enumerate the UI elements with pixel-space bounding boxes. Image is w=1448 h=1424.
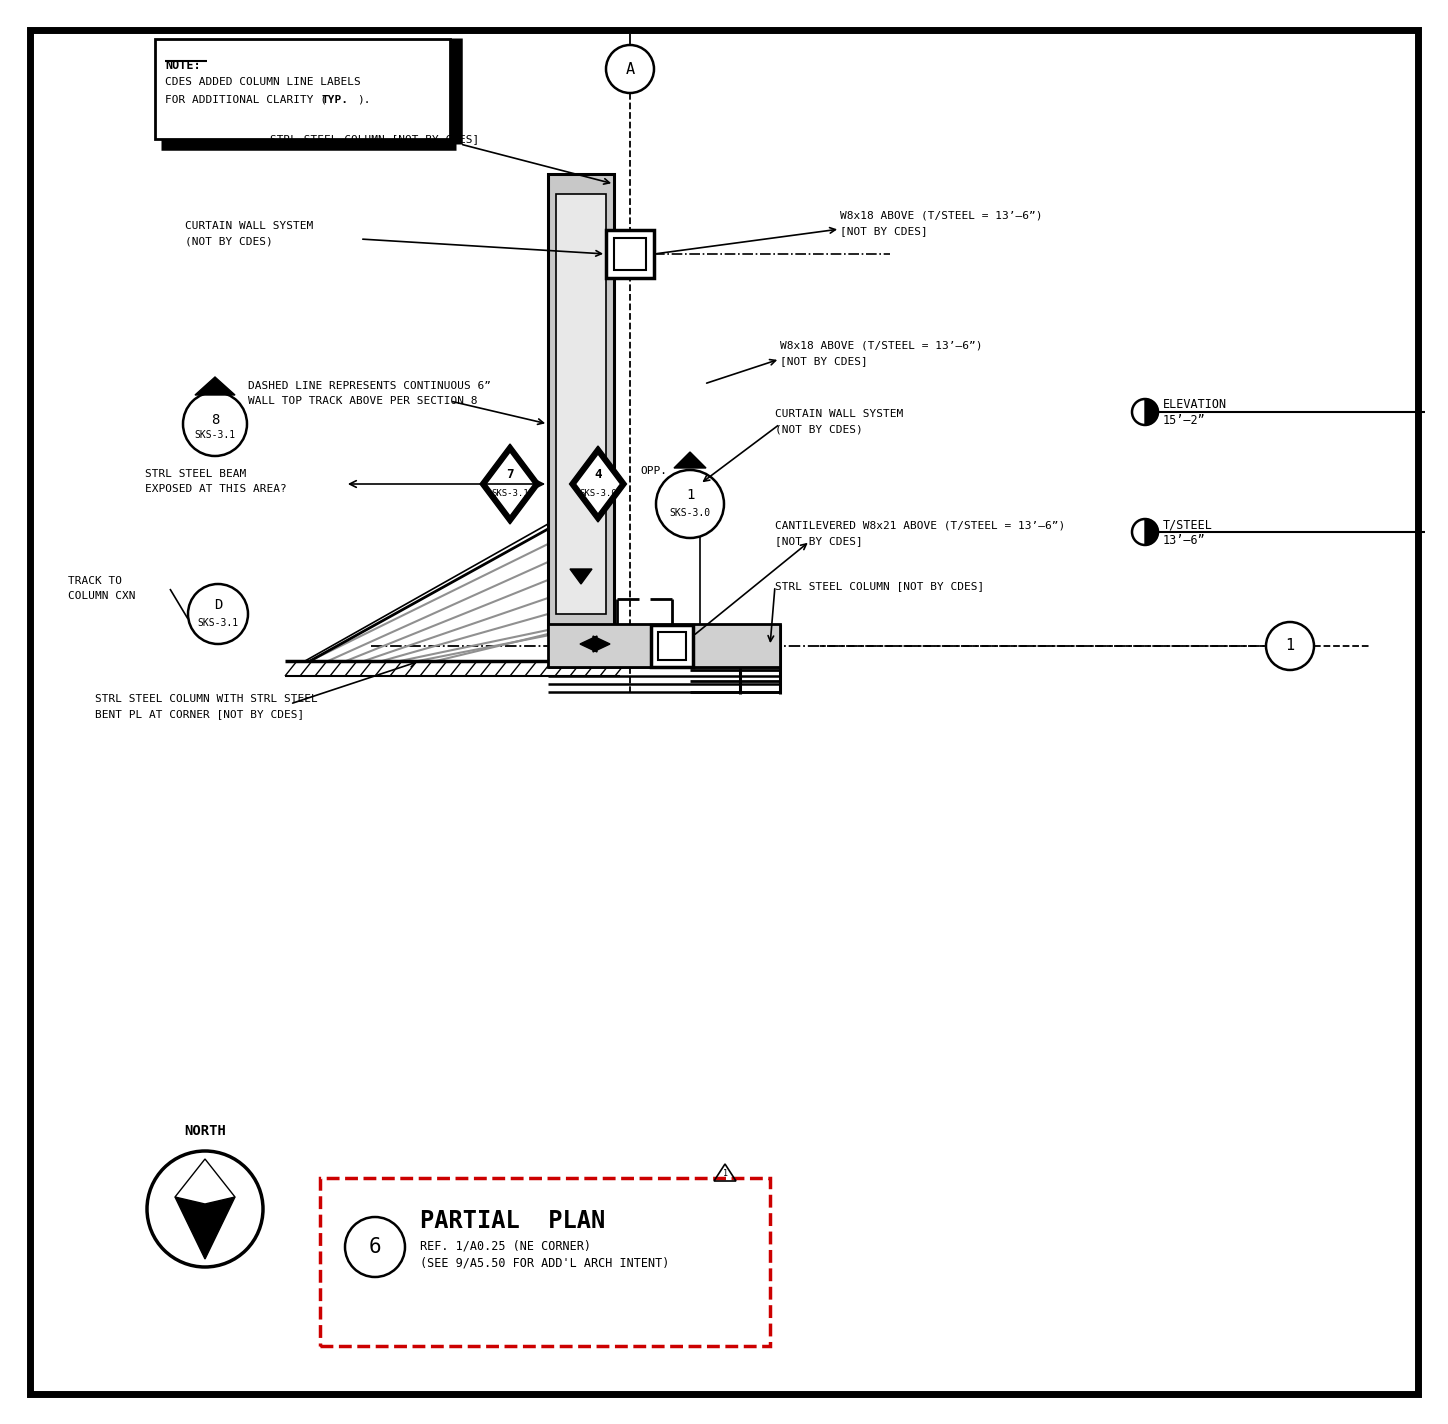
Circle shape bbox=[148, 1151, 264, 1267]
Text: CDES ADDED COLUMN LINE LABELS: CDES ADDED COLUMN LINE LABELS bbox=[165, 77, 361, 87]
Text: 4: 4 bbox=[594, 468, 602, 481]
Text: SKS-3.0: SKS-3.0 bbox=[579, 488, 617, 497]
Polygon shape bbox=[1145, 518, 1158, 545]
Circle shape bbox=[1132, 518, 1158, 545]
Bar bbox=[614, 238, 646, 271]
Text: 7: 7 bbox=[507, 468, 514, 481]
Text: 1: 1 bbox=[723, 1169, 727, 1179]
Text: 8: 8 bbox=[211, 413, 219, 427]
Text: CANTILEVERED W8x21 ABOVE (T/STEEL = 13’–6”): CANTILEVERED W8x21 ABOVE (T/STEEL = 13’–… bbox=[775, 521, 1066, 531]
Text: 1: 1 bbox=[686, 488, 694, 503]
Polygon shape bbox=[195, 377, 235, 394]
Text: COLUMN CXN: COLUMN CXN bbox=[68, 591, 136, 601]
Circle shape bbox=[188, 584, 248, 644]
Circle shape bbox=[1132, 399, 1158, 424]
Polygon shape bbox=[569, 446, 627, 523]
Text: T/STEEL: T/STEEL bbox=[1163, 518, 1213, 531]
Text: EXPOSED AT THIS AREA?: EXPOSED AT THIS AREA? bbox=[145, 484, 287, 494]
Polygon shape bbox=[175, 1159, 235, 1205]
Text: FOR ADDITIONAL CLARITY (: FOR ADDITIONAL CLARITY ( bbox=[165, 95, 327, 105]
Circle shape bbox=[656, 470, 724, 538]
Text: [NOT BY CDES]: [NOT BY CDES] bbox=[840, 226, 928, 236]
Bar bbox=[652, 625, 694, 666]
Circle shape bbox=[1266, 622, 1313, 671]
Text: SKS-3.1: SKS-3.1 bbox=[491, 488, 529, 497]
Text: 15’–2”: 15’–2” bbox=[1163, 413, 1206, 427]
Text: CURTAIN WALL SYSTEM: CURTAIN WALL SYSTEM bbox=[775, 409, 904, 419]
Text: NOTE:: NOTE: bbox=[165, 58, 201, 73]
Text: (NOT BY CDES): (NOT BY CDES) bbox=[185, 236, 272, 246]
Bar bbox=[320, 1178, 770, 1346]
Text: NORTH: NORTH bbox=[184, 1124, 226, 1138]
Circle shape bbox=[607, 46, 654, 93]
Text: SKS-3.0: SKS-3.0 bbox=[669, 508, 711, 518]
Text: A: A bbox=[626, 61, 634, 77]
Text: TRACK TO: TRACK TO bbox=[68, 575, 122, 587]
Text: CURTAIN WALL SYSTEM: CURTAIN WALL SYSTEM bbox=[185, 221, 313, 231]
Text: 13’–6”: 13’–6” bbox=[1163, 534, 1206, 547]
Polygon shape bbox=[673, 451, 707, 468]
Text: SKS-3.1: SKS-3.1 bbox=[197, 618, 239, 628]
Text: PARTIAL  PLAN: PARTIAL PLAN bbox=[420, 1209, 605, 1233]
Polygon shape bbox=[175, 1198, 235, 1259]
Bar bbox=[547, 624, 780, 666]
Bar bbox=[657, 632, 686, 659]
Polygon shape bbox=[581, 637, 597, 652]
Text: TYP.: TYP. bbox=[321, 95, 349, 105]
Text: (SEE 9/A5.50 FOR ADD'L ARCH INTENT): (SEE 9/A5.50 FOR ADD'L ARCH INTENT) bbox=[420, 1256, 669, 1270]
Text: STRL STEEL COLUMN WITH STRL STEEL: STRL STEEL COLUMN WITH STRL STEEL bbox=[96, 693, 317, 703]
Polygon shape bbox=[594, 637, 610, 652]
Polygon shape bbox=[479, 444, 540, 524]
Polygon shape bbox=[575, 454, 621, 514]
Bar bbox=[556, 194, 607, 614]
Bar bbox=[155, 38, 450, 140]
Text: [NOT BY CDES]: [NOT BY CDES] bbox=[780, 356, 867, 366]
Text: WALL TOP TRACK ABOVE PER SECTION 8: WALL TOP TRACK ABOVE PER SECTION 8 bbox=[248, 396, 478, 406]
Text: STRL STEEL COLUMN [NOT BY CDES]: STRL STEEL COLUMN [NOT BY CDES] bbox=[269, 134, 479, 144]
Text: (NOT BY CDES): (NOT BY CDES) bbox=[775, 424, 863, 434]
Bar bbox=[547, 174, 614, 634]
Polygon shape bbox=[487, 451, 534, 515]
Text: ).: ). bbox=[358, 95, 371, 105]
Text: W8x18 ABOVE (T/STEEL = 13’–6”): W8x18 ABOVE (T/STEEL = 13’–6”) bbox=[840, 211, 1043, 221]
Polygon shape bbox=[571, 570, 592, 584]
Polygon shape bbox=[1145, 399, 1158, 424]
Text: DASHED LINE REPRESENTS CONTINUOUS 6”: DASHED LINE REPRESENTS CONTINUOUS 6” bbox=[248, 382, 491, 392]
Text: 6: 6 bbox=[369, 1237, 381, 1257]
Text: W8x18 ABOVE (T/STEEL = 13’–6”): W8x18 ABOVE (T/STEEL = 13’–6”) bbox=[780, 340, 983, 350]
Text: SKS-3.1: SKS-3.1 bbox=[194, 430, 236, 440]
Circle shape bbox=[345, 1218, 405, 1277]
Text: STRL STEEL COLUMN [NOT BY CDES]: STRL STEEL COLUMN [NOT BY CDES] bbox=[775, 581, 985, 591]
Circle shape bbox=[182, 392, 248, 456]
Text: REF. 1/A0.25 (NE CORNER): REF. 1/A0.25 (NE CORNER) bbox=[420, 1239, 591, 1253]
Text: ELEVATION: ELEVATION bbox=[1163, 399, 1226, 412]
Text: D: D bbox=[214, 598, 222, 612]
Text: OPP.: OPP. bbox=[640, 466, 668, 476]
Text: STRL STEEL BEAM: STRL STEEL BEAM bbox=[145, 468, 246, 478]
Text: [NOT BY CDES]: [NOT BY CDES] bbox=[775, 535, 863, 545]
Bar bbox=[607, 231, 654, 278]
Text: BENT PL AT CORNER [NOT BY CDES]: BENT PL AT CORNER [NOT BY CDES] bbox=[96, 709, 304, 719]
Text: 1: 1 bbox=[1286, 638, 1295, 654]
